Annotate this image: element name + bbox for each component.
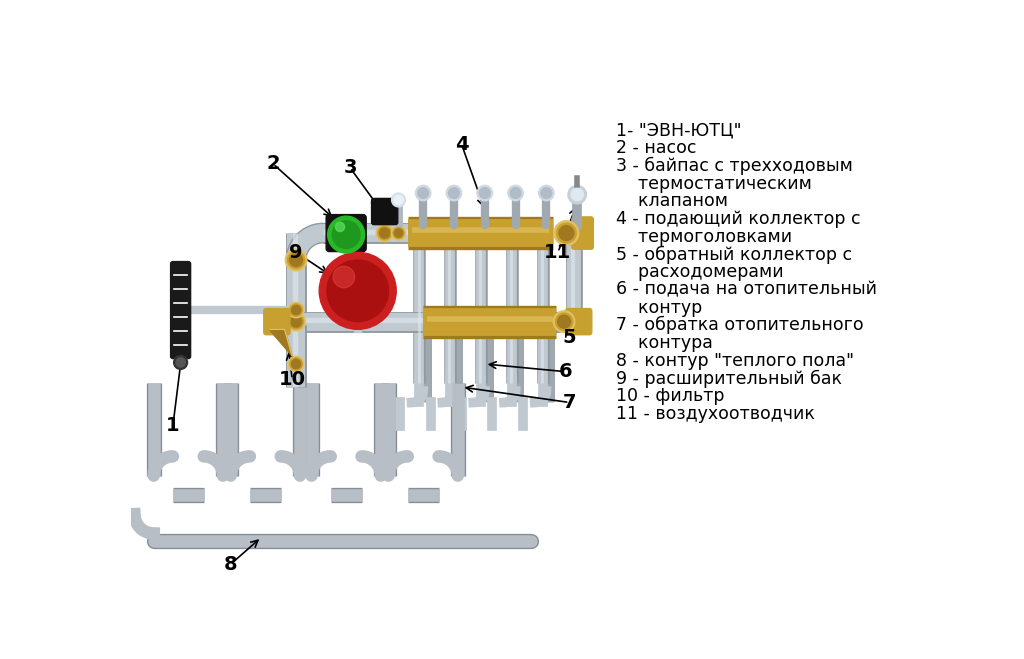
- Text: 3: 3: [343, 158, 356, 177]
- Circle shape: [541, 188, 552, 198]
- Circle shape: [553, 311, 574, 332]
- Text: 4 - подающий коллектор с: 4 - подающий коллектор с: [615, 210, 860, 228]
- Text: расходомерами: расходомерами: [615, 263, 783, 281]
- Circle shape: [288, 251, 305, 269]
- FancyBboxPatch shape: [372, 198, 397, 225]
- Circle shape: [287, 312, 305, 331]
- FancyBboxPatch shape: [171, 262, 190, 358]
- Circle shape: [568, 185, 587, 204]
- Text: клапаном: клапаном: [615, 192, 728, 210]
- Circle shape: [333, 266, 354, 288]
- Circle shape: [289, 314, 303, 329]
- Text: 7 - обратка отопительного: 7 - обратка отопительного: [615, 316, 863, 335]
- Text: 2 - насос: 2 - насос: [615, 139, 696, 157]
- Circle shape: [289, 357, 304, 372]
- FancyBboxPatch shape: [326, 215, 367, 252]
- Text: 8: 8: [224, 555, 238, 574]
- Text: 11: 11: [545, 243, 571, 262]
- Circle shape: [394, 195, 403, 204]
- Circle shape: [333, 221, 360, 248]
- Circle shape: [556, 223, 577, 243]
- Text: 10: 10: [279, 370, 306, 389]
- Circle shape: [176, 358, 185, 367]
- Circle shape: [479, 188, 490, 198]
- Text: 1- "ЭВН-ЮТЦ": 1- "ЭВН-ЮТЦ": [615, 121, 741, 140]
- Circle shape: [477, 185, 493, 201]
- Circle shape: [393, 227, 404, 239]
- Circle shape: [292, 359, 301, 368]
- Circle shape: [351, 313, 365, 327]
- Circle shape: [571, 188, 584, 201]
- Circle shape: [510, 188, 521, 198]
- Circle shape: [328, 216, 365, 253]
- Circle shape: [336, 222, 345, 231]
- Circle shape: [291, 316, 302, 327]
- Text: контур: контур: [615, 299, 701, 316]
- Circle shape: [508, 185, 523, 201]
- Text: 5 - обратный коллектор с: 5 - обратный коллектор с: [615, 245, 852, 264]
- Circle shape: [290, 254, 302, 266]
- Circle shape: [353, 316, 361, 324]
- Text: 3 - байпас с трехходовым: 3 - байпас с трехходовым: [615, 157, 853, 175]
- Polygon shape: [269, 330, 292, 357]
- Text: 6: 6: [559, 362, 572, 381]
- Text: 7: 7: [563, 393, 577, 412]
- Circle shape: [416, 185, 431, 201]
- Text: контура: контура: [615, 334, 713, 352]
- Circle shape: [376, 225, 393, 242]
- Text: 10 - фильтр: 10 - фильтр: [615, 387, 724, 405]
- Circle shape: [446, 185, 462, 201]
- Circle shape: [378, 226, 391, 240]
- Circle shape: [558, 315, 570, 328]
- Text: 6 - подача на отопительный: 6 - подача на отопительный: [615, 281, 877, 299]
- FancyBboxPatch shape: [565, 308, 592, 335]
- Circle shape: [559, 225, 573, 241]
- FancyBboxPatch shape: [571, 217, 593, 249]
- Circle shape: [539, 185, 554, 201]
- Text: термостатическим: термостатическим: [615, 175, 812, 192]
- Text: 1: 1: [166, 416, 180, 435]
- Circle shape: [380, 228, 390, 238]
- Text: 9 - расширительный бак: 9 - расширительный бак: [615, 370, 842, 387]
- Circle shape: [327, 260, 388, 322]
- Circle shape: [555, 313, 572, 330]
- Circle shape: [290, 358, 302, 370]
- Circle shape: [292, 306, 301, 315]
- Text: 8 - контур "теплого пола": 8 - контур "теплого пола": [615, 352, 854, 370]
- Circle shape: [394, 229, 402, 237]
- Circle shape: [174, 355, 187, 370]
- Text: термоголовками: термоголовками: [615, 228, 792, 246]
- Circle shape: [319, 252, 396, 330]
- Text: 4: 4: [455, 135, 468, 154]
- Circle shape: [290, 304, 302, 316]
- Text: 9: 9: [290, 243, 303, 262]
- Text: 2: 2: [266, 154, 280, 173]
- Circle shape: [554, 221, 579, 245]
- FancyBboxPatch shape: [264, 308, 290, 335]
- Circle shape: [289, 302, 304, 318]
- Circle shape: [391, 226, 406, 240]
- Text: 11 - воздухоотводчик: 11 - воздухоотводчик: [615, 405, 814, 423]
- Circle shape: [391, 193, 406, 207]
- Circle shape: [352, 314, 364, 326]
- Circle shape: [286, 249, 307, 271]
- Circle shape: [449, 188, 460, 198]
- Circle shape: [418, 188, 429, 198]
- Text: 5: 5: [562, 328, 577, 347]
